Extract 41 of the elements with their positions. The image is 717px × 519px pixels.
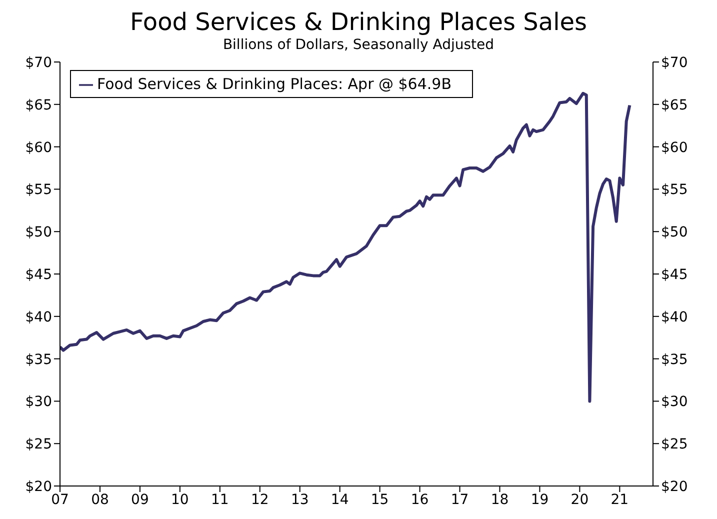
y-tick-label: $25 [25,436,52,453]
y-tick-label: $55 [25,182,52,198]
x-tick-label: 17 [450,492,469,508]
y-tick-label: $65 [25,97,52,114]
legend-label: Food Services & Drinking Places: Apr @ $64.9B [97,75,452,93]
x-tick-label: 07 [51,492,69,508]
y2-tick-label: $30 [661,394,688,410]
y-tick-label: $35 [25,352,52,368]
x-tick-label: 19 [530,492,549,508]
y-tick-label: $50 [25,224,52,241]
x-tick-label: 16 [410,492,429,508]
line-series [60,92,632,403]
x-tick-label: 21 [610,492,629,508]
y-tick-label: $60 [25,140,52,156]
x-tick-label: 20 [570,492,589,508]
y-tick-label: $40 [25,309,52,326]
y-tick-label: $70 [25,54,52,71]
chart-subtitle: Billions of Dollars, Seasonally Adjusted [222,36,496,54]
y2-tick-label: $40 [661,309,688,326]
chart-title: Food Services & Drinking Places Sales [128,8,588,36]
x-tick-label: 10 [171,492,189,508]
y2-tick-label: $25 [661,436,688,453]
y-tick-label: $45 [25,266,52,283]
y2-tick-label: $55 [661,182,688,198]
y2-tick-label: $70 [661,54,688,71]
y2-tick-label: $20 [661,478,688,495]
y2-tick-label: $35 [661,352,688,368]
y-tick-label: $20 [25,478,52,495]
x-tick-label: 09 [131,492,149,508]
y2-tick-label: $65 [661,97,688,114]
y2-tick-label: $60 [661,140,688,156]
x-tick-label: 14 [330,492,349,508]
x-tick-label: 13 [290,492,309,508]
y2-tick-label: $45 [661,266,688,283]
x-tick-label: 18 [490,492,509,508]
x-tick-label: 12 [250,492,269,508]
x-tick-label: 08 [91,492,109,508]
y2-tick-label: $50 [661,224,688,241]
x-tick-label: 15 [370,492,389,508]
x-tick-label: 11 [210,492,229,508]
y-tick-label: $30 [25,394,52,410]
